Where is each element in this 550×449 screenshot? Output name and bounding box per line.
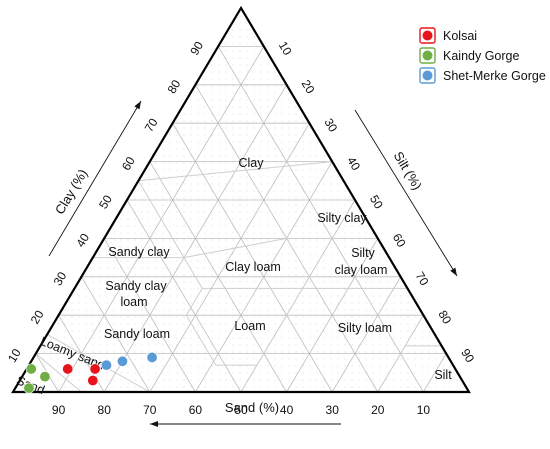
legend-label: Shet-Merke Gorge	[443, 69, 546, 83]
texture-boundary-13	[256, 288, 303, 366]
region-label: loam	[120, 295, 147, 309]
region-label: Silt	[434, 368, 452, 382]
data-point-kaindy-gorge	[25, 363, 37, 375]
region-label: Sandy clay	[108, 245, 170, 259]
clay-tick-label: 60	[119, 154, 138, 173]
clay-tick-label: 40	[73, 231, 92, 250]
texture-boundary-1	[137, 180, 185, 258]
sand-tick-label: 70	[143, 403, 157, 417]
sand-tick-label: 10	[417, 403, 431, 417]
sand-tick-label: 20	[371, 403, 385, 417]
data-point-kolsai	[89, 363, 101, 375]
gridline-sand-70	[81, 276, 151, 393]
legend-marker	[422, 70, 433, 81]
sand-tick-label: 60	[189, 403, 203, 417]
gridline-silt-90	[423, 353, 447, 393]
silt-tick-label: 80	[435, 308, 454, 327]
data-point-shet-merke-gorge	[100, 359, 112, 371]
texture-boundary-16	[46, 333, 151, 393]
sand-tick-label: 40	[280, 403, 294, 417]
data-point-kaindy-gorge	[39, 371, 51, 383]
clay-tick-label: 10	[5, 346, 24, 365]
gridline-silt-30	[149, 122, 310, 393]
silt-tick-label: 10	[276, 39, 295, 58]
clay-tick-label: 80	[165, 77, 184, 96]
sand-axis-title: Sand (%)	[225, 400, 279, 415]
silt-tick-label: 60	[390, 231, 409, 250]
texture-boundary-17	[35, 353, 82, 393]
clay-tick-label: 30	[51, 269, 70, 288]
region-label: Silty	[351, 246, 375, 260]
silt-tick-label: 90	[458, 346, 477, 365]
region-label: Sandy clay	[105, 279, 167, 293]
legend-marker	[422, 50, 433, 61]
texture-boundary-0	[138, 161, 333, 182]
gridline-sand-10	[217, 46, 424, 393]
region-label: Clay	[238, 156, 264, 170]
gridline-silt-60	[286, 238, 379, 393]
legend-label: Kolsai	[443, 29, 477, 43]
region-label: Sandy loam	[104, 327, 170, 341]
texture-boundary-5	[286, 238, 317, 289]
clay-tick-label: 20	[28, 308, 47, 327]
silt-tick-label: 40	[344, 154, 363, 173]
texture-boundary-14	[240, 364, 258, 393]
texture-boundary-11	[185, 314, 217, 366]
clay-axis-arrow-arrowhead	[134, 101, 141, 110]
gridline-sand-50	[126, 199, 242, 393]
region-label: Clay loam	[225, 260, 281, 274]
sand-tick-label: 30	[326, 403, 340, 417]
region-label: Silty clay	[317, 211, 367, 225]
triangle-frame	[11, 5, 471, 394]
clay-tick-label: 90	[187, 39, 206, 58]
data-point-kolsai	[62, 363, 74, 375]
region-label: Silty loam	[338, 321, 392, 335]
texture-boundary-18	[377, 345, 406, 393]
silt-tick-label: 20	[299, 77, 318, 96]
silt-axis-arrow-arrowhead	[450, 267, 457, 276]
silt-tick-label: 30	[321, 116, 340, 135]
region-label: clay loam	[335, 263, 388, 277]
silt-tick-label: 50	[367, 193, 386, 212]
clay-axis-title: Clay (%)	[52, 166, 91, 216]
sand-tick-label: 80	[98, 403, 112, 417]
sand-tick-label: 90	[52, 403, 66, 417]
texture-boundary-10	[185, 288, 203, 316]
data-point-kolsai	[87, 374, 99, 386]
clay-tick-label: 50	[96, 192, 115, 211]
data-point-kaindy-gorge	[23, 382, 35, 394]
data-point-shet-merke-gorge	[146, 351, 158, 363]
legend-marker	[422, 30, 433, 41]
sand-axis-arrow-arrowhead	[150, 421, 158, 427]
silt-axis-arrow-line	[354, 109, 458, 277]
data-point-shet-merke-gorge	[116, 355, 128, 367]
texture-boundary-7	[183, 257, 203, 289]
sand-tick-label: 50	[234, 403, 248, 417]
silt-axis-title: Silt (%)	[391, 149, 425, 193]
legend-label: Kaindy Gorge	[443, 49, 519, 63]
region-label: Loam	[234, 319, 265, 333]
gridline-sand-30	[172, 122, 333, 393]
gridline-silt-70	[331, 276, 401, 393]
texture-boundary-3	[183, 237, 287, 259]
silt-tick-label: 70	[413, 269, 432, 288]
clay-tick-label: 70	[142, 116, 161, 135]
clay-axis-arrow-line	[48, 100, 142, 257]
